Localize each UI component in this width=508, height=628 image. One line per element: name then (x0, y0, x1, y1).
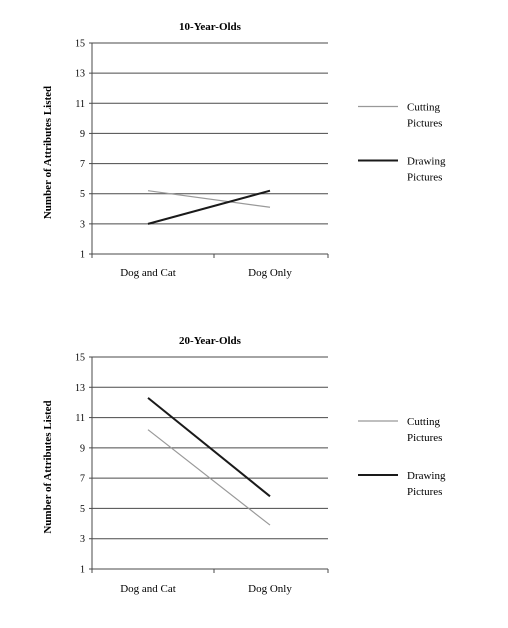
y-tick-label: 9 (80, 443, 85, 454)
legend-label: Cutting (407, 102, 441, 114)
legend-label: Pictures (407, 118, 442, 130)
y-tick-label: 3 (80, 534, 85, 545)
y-tick-label: 15 (75, 39, 85, 50)
x-category-label: Dog Only (248, 267, 292, 279)
legend-label: Drawing (407, 156, 446, 168)
legend-label: Pictures (407, 432, 442, 444)
chart-title: 10-Year-Olds (179, 21, 242, 33)
y-tick-label: 5 (80, 189, 85, 200)
y-tick-label: 15 (75, 353, 85, 364)
y-tick-label: 1 (80, 250, 85, 261)
legend-label: Pictures (407, 486, 442, 498)
legend-label: Pictures (407, 172, 442, 184)
legend-label: Drawing (407, 470, 446, 482)
legend-label: Cutting (407, 416, 441, 428)
y-axis-label: Number of Attributes Listed (42, 400, 54, 533)
y-tick-label: 13 (75, 383, 85, 394)
y-tick-label: 3 (80, 219, 85, 230)
y-tick-label: 11 (75, 413, 85, 424)
y-tick-label: 11 (75, 99, 85, 110)
x-category-label: Dog and Cat (120, 583, 176, 595)
y-tick-label: 5 (80, 504, 85, 515)
y-tick-label: 13 (75, 69, 85, 80)
y-tick-label: 1 (80, 565, 85, 576)
x-category-label: Dog and Cat (120, 267, 176, 279)
y-axis-label: Number of Attributes Listed (42, 86, 54, 219)
y-tick-label: 7 (80, 159, 85, 170)
x-category-label: Dog Only (248, 583, 292, 595)
series-line-cutting-pictures (147, 429, 271, 526)
series-line-cutting-pictures (147, 190, 271, 208)
y-tick-label: 7 (80, 474, 85, 485)
series-line-drawing-pictures (147, 397, 271, 498)
y-tick-label: 9 (80, 129, 85, 140)
series-line-drawing-pictures (147, 189, 271, 225)
chart-title: 20-Year-Olds (179, 335, 242, 347)
